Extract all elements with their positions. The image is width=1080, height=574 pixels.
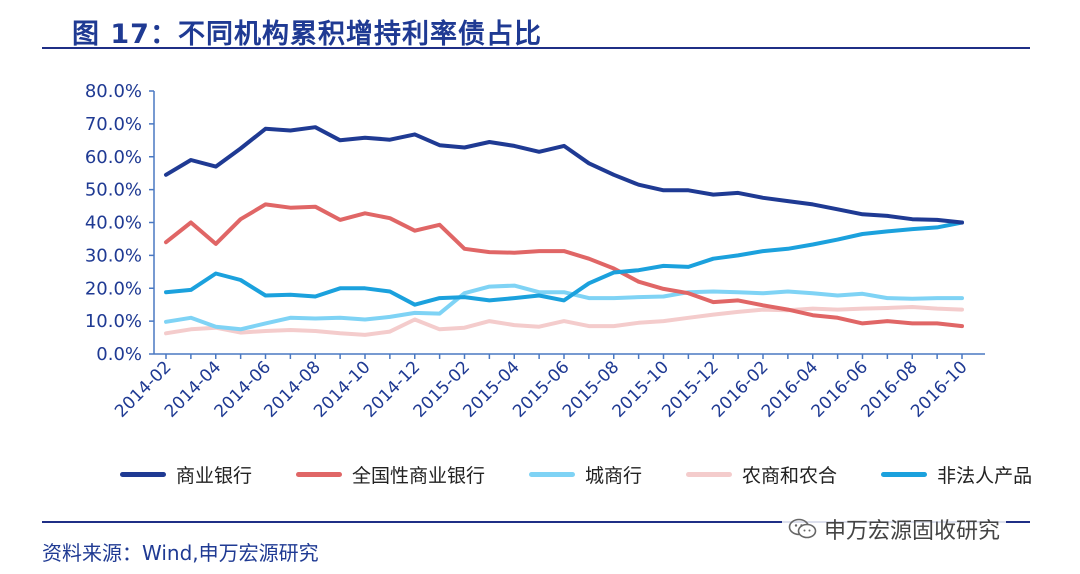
legend-swatch: [529, 472, 576, 477]
y-tick-label: 0.0%: [96, 344, 142, 365]
legend-item: 非法人产品: [881, 461, 1032, 488]
y-tick-label: 30.0%: [85, 245, 142, 266]
y-tick-label: 60.0%: [85, 147, 142, 168]
series-line-2: [164, 283, 964, 332]
legend-item: 城商行: [529, 461, 642, 488]
y-tick-label: 20.0%: [85, 278, 142, 299]
y-tick-label: 80.0%: [85, 81, 142, 102]
series-lines: [164, 125, 964, 337]
legend-label: 全国性商业银行: [352, 465, 486, 487]
y-tick-label: 70.0%: [85, 114, 142, 135]
x-axis: 2014-022014-042014-062014-082014-102014-…: [111, 353, 985, 422]
watermark: 申万宏源固收研究: [782, 511, 1007, 547]
y-tick-label: 10.0%: [85, 311, 142, 332]
legend-label: 农商和农合: [742, 465, 838, 487]
y-axis: 0.0% 10.0% 20.0% 30.0% 40.0% 50.0% 60.0% 70.0% 8…: [85, 81, 155, 365]
series-line-1: [164, 202, 964, 329]
legend-swatch: [881, 472, 928, 477]
legend-item: 全国性商业银行: [296, 461, 485, 488]
legend-swatch: [686, 472, 733, 477]
y-tick-label: 40.0%: [85, 213, 142, 234]
series-line-4: [164, 220, 964, 307]
line-chart: 0.0% 10.0% 20.0% 30.0% 40.0% 50.0% 60.0% 70.0% 8…: [85, 81, 985, 422]
legend-item: 农商和农合: [686, 461, 837, 488]
legend-label: 商业银行: [176, 465, 253, 487]
y-tick-label: 50.0%: [85, 180, 142, 201]
chart-title: 图 17：不同机构累积增持利率债占比: [72, 19, 542, 50]
legend-item: 商业银行: [120, 461, 252, 488]
title-divider: [42, 47, 1030, 49]
series-line-0: [164, 125, 964, 225]
chart-legend: 商业银行 全国性商业银行 城商行 农商和农合 非法人产品: [120, 461, 1076, 488]
source-note: 资料来源：Wind,申万宏源研究: [42, 541, 319, 565]
legend-label: 城商行: [585, 465, 643, 487]
legend-swatch: [120, 472, 166, 477]
footer-divider: [42, 521, 1030, 523]
watermark-text: 申万宏源固收研究: [824, 519, 1001, 544]
wechat-icon: [788, 518, 817, 539]
legend-label: 非法人产品: [937, 465, 1033, 487]
legend-swatch: [296, 472, 343, 477]
series-line-3: [164, 305, 964, 337]
